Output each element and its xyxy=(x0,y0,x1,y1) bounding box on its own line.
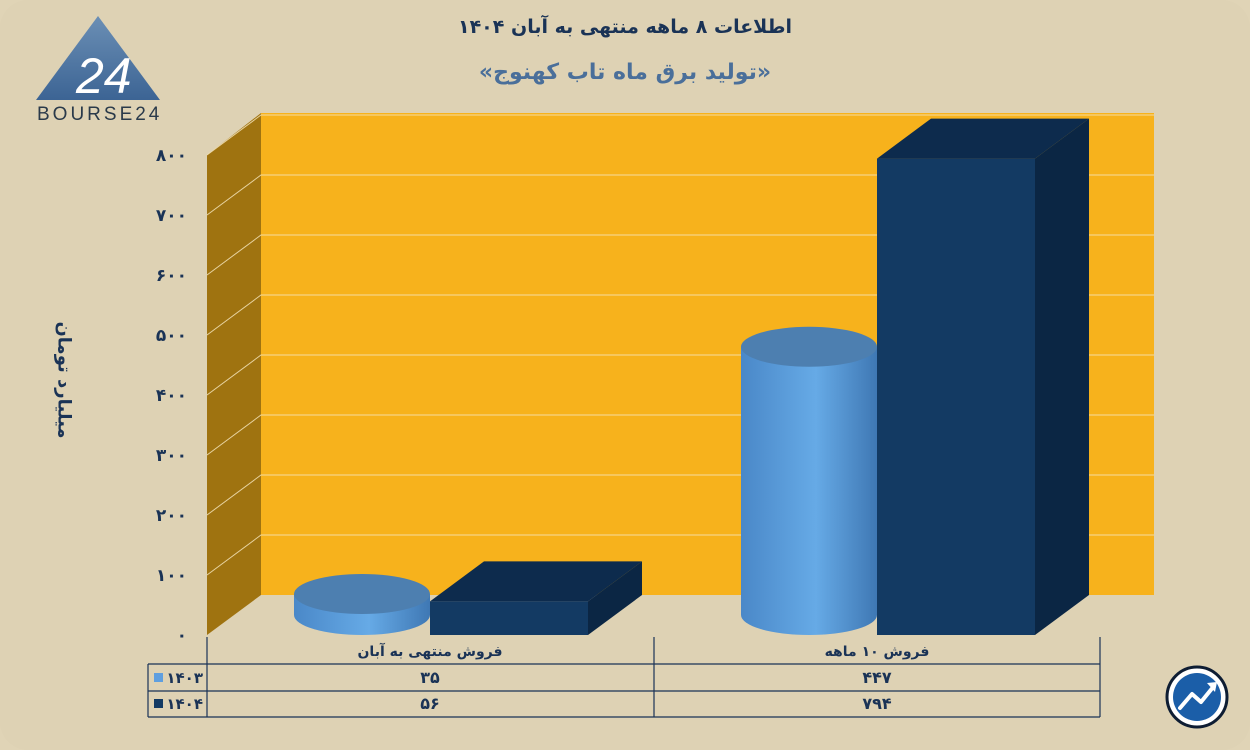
category-label: فروش ۱۰ ماهه xyxy=(825,644,930,660)
y-tick-label: ۳۰۰ xyxy=(156,446,187,466)
bar-1404-side xyxy=(1035,118,1089,636)
data-label: ۴۴۷ xyxy=(862,668,892,687)
y-tick-label: ۰ xyxy=(177,626,187,646)
bar-1403-body xyxy=(741,346,877,635)
y-tick-label: ۱۰۰ xyxy=(156,566,187,586)
data-label: ۷۹۴ xyxy=(862,694,892,713)
chart-title: «تولید برق ماه تاب کهنوج» xyxy=(478,60,772,85)
data-label: ۳۵ xyxy=(420,668,440,687)
legend-label: ۱۴۰۳ xyxy=(166,669,203,687)
bourse24-logo: 24 xyxy=(36,16,160,104)
bar-1403-top xyxy=(294,574,430,614)
logo-text: BOURSE24 xyxy=(37,104,163,125)
bar-1404-front xyxy=(430,601,588,635)
trend-chart-icon xyxy=(1165,665,1229,729)
legend-swatch xyxy=(154,699,163,708)
chart-header-title: اطلاعات ۸ ماهه منتهی به آبان ۱۴۰۴ xyxy=(457,16,793,38)
gridline xyxy=(206,174,1154,216)
gridline xyxy=(206,294,1154,336)
bar-1404-front xyxy=(877,158,1035,635)
y-tick-label: ۷۰۰ xyxy=(156,206,187,226)
bar-1404-side xyxy=(588,561,642,635)
gridline xyxy=(206,114,1154,156)
svg-text:24: 24 xyxy=(75,48,132,104)
gridline xyxy=(206,234,1154,276)
bar-1403-top xyxy=(741,326,877,367)
category-label: فروش منتهی به آبان xyxy=(357,642,502,660)
legend-label: ۱۴۰۴ xyxy=(166,695,203,713)
y-tick-label: ۴۰۰ xyxy=(156,386,187,406)
y-tick-label: ۶۰۰ xyxy=(156,266,187,286)
y-tick-label: ۵۰۰ xyxy=(156,326,187,346)
y-tick-label: ۸۰۰ xyxy=(156,146,187,166)
y-axis-ticks: ۰ ۱۰۰ ۲۰۰ ۳۰۰ ۴۰۰ ۵۰۰ ۶۰۰ ۷۰۰ ۸۰۰ xyxy=(156,146,187,646)
bar-1404-top xyxy=(877,118,1089,159)
bars xyxy=(294,118,1089,636)
legend-swatch xyxy=(154,673,163,682)
bar-1404-top xyxy=(430,561,642,602)
plot-side-wall xyxy=(207,113,261,635)
data-label: ۵۶ xyxy=(420,694,440,713)
data-table: فروش منتهی به آبان فروش ۱۰ ماهه ۱۴۰۳ ۳۵ ۴۴۷ ۱… xyxy=(147,637,1101,718)
y-tick-label: ۲۰۰ xyxy=(156,506,187,526)
